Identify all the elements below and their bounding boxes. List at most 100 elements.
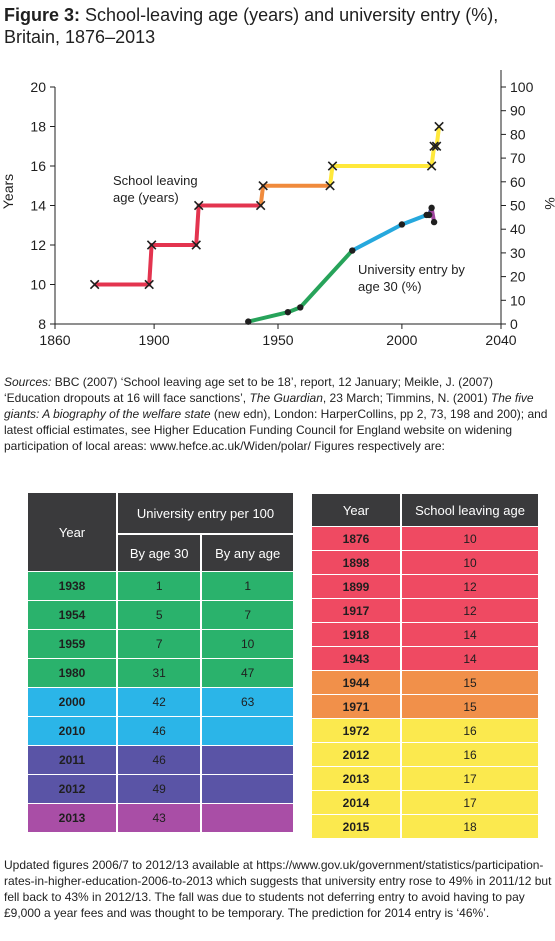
uni-cell-any: 1	[202, 571, 293, 600]
uni-cell-any: 10	[202, 629, 293, 658]
uni-cell-age30: 46	[118, 745, 203, 774]
sla-table-body: 1876 10 1898 10 1899 12 1917 12 1918 14 1943 14 1944…	[312, 526, 538, 838]
uni-cell-age30: 31	[118, 658, 203, 687]
left-tick-label: 14	[30, 198, 46, 214]
x-tick-label: 1860	[39, 332, 70, 348]
university-point	[245, 318, 252, 325]
table-row: 2014 17	[312, 790, 538, 814]
university-point	[425, 211, 433, 219]
table-row: 1954 5 7	[28, 600, 293, 629]
sla-cell-year: 1972	[312, 718, 402, 742]
school-line-segment	[328, 126, 442, 187]
university-point	[297, 304, 304, 311]
right-tick-label: 40	[510, 221, 526, 237]
table-row: 1876 10	[312, 526, 538, 550]
footnote: Updated figures 2006/7 to 2012/13 availa…	[4, 858, 552, 920]
uni-cell-any	[202, 803, 293, 832]
figure-title: Figure 3: School-leaving age (years) and…	[4, 4, 549, 48]
left-tick-label: 8	[38, 316, 46, 332]
school-point	[325, 180, 335, 191]
uni-cell-age30: 1	[118, 571, 203, 600]
sla-cell-age: 15	[402, 694, 538, 718]
table-row: 2012 49	[28, 774, 293, 803]
university-line-segment	[351, 213, 428, 253]
university-point	[430, 218, 438, 226]
uni-col-age30: By age 30	[118, 535, 203, 571]
right-tick-label: 100	[510, 79, 534, 95]
school-point	[426, 161, 437, 171]
uni-col-year: Year	[28, 493, 118, 571]
sla-cell-age: 12	[402, 598, 538, 622]
sources-text-2: , 23 March; Timmins, N. (2001)	[322, 391, 491, 405]
uni-cell-age30: 46	[118, 716, 203, 745]
x-tick-label: 2040	[485, 332, 516, 348]
uni-cell-age30: 42	[118, 687, 203, 716]
sla-cell-year: 1944	[312, 670, 402, 694]
uni-cell-any: 47	[202, 658, 293, 687]
sla-cell-year: 2014	[312, 790, 402, 814]
school-line-segment	[258, 183, 330, 206]
table-row: 1972 16	[312, 718, 538, 742]
line-chart: 8 10 12 14 16 18 20 0 10 20 30 40 50 60 70 80 90 100 1860 1…	[0, 70, 555, 348]
uni-cell-year: 2000	[28, 687, 118, 716]
right-tick-label: 10	[510, 292, 526, 308]
sla-cell-age: 10	[402, 550, 538, 574]
right-tick-label: 20	[510, 269, 526, 285]
left-tick-label: 20	[30, 79, 46, 95]
left-axis-label: Years	[0, 174, 16, 209]
right-tick-label: 90	[510, 103, 526, 119]
uni-cell-year: 2010	[28, 716, 118, 745]
sla-cell-age: 14	[402, 622, 538, 646]
table-row: 2013 43	[28, 803, 293, 832]
sla-cell-year: 2012	[312, 742, 402, 766]
school-point	[146, 240, 157, 250]
sla-cell-age: 16	[402, 718, 538, 742]
table-row: 1944 15	[312, 670, 538, 694]
sla-col-age: School leaving age	[402, 494, 538, 526]
sla-cell-year: 1943	[312, 646, 402, 670]
right-tick-label: 60	[510, 174, 526, 190]
sla-cell-year: 1918	[312, 622, 402, 646]
right-tick-label: 70	[510, 150, 526, 166]
school-point	[429, 141, 439, 152]
uni-cell-age30: 5	[118, 600, 203, 629]
uni-cell-age30: 43	[118, 803, 203, 832]
school-annotation: School leaving	[113, 173, 198, 188]
university-annotation-line2: age 30 (%)	[358, 279, 422, 294]
school-point	[89, 279, 100, 290]
university-point	[349, 247, 356, 254]
sources-text-1: BBC (2007) ‘School leaving age set to be…	[4, 375, 493, 405]
uni-cell-year: 2012	[28, 774, 118, 803]
table-row: 2012 16	[312, 742, 538, 766]
table-row: 1943 14	[312, 646, 538, 670]
university-line-segment	[247, 249, 354, 324]
university-point	[284, 308, 292, 316]
x-tick-label: 1900	[139, 332, 170, 348]
left-tick-label: 16	[30, 158, 46, 174]
right-tick-label: 0	[510, 316, 518, 332]
sla-cell-age: 18	[402, 814, 538, 838]
sla-cell-age: 17	[402, 790, 538, 814]
right-tick-label: 50	[510, 198, 526, 214]
table-row: 2010 46	[28, 716, 293, 745]
sla-cell-age: 16	[402, 742, 538, 766]
sla-cell-year: 1898	[312, 550, 402, 574]
university-annotation: University entry by	[358, 262, 465, 277]
sla-cell-age: 14	[402, 646, 538, 670]
uni-cell-year: 2011	[28, 745, 118, 774]
right-tick-label: 30	[510, 245, 526, 261]
sla-cell-year: 2015	[312, 814, 402, 838]
school-point	[434, 121, 444, 132]
right-tick-label: 80	[510, 126, 526, 142]
school-point	[144, 279, 154, 290]
sla-cell-age: 12	[402, 574, 538, 598]
table-row: 1971 15	[312, 694, 538, 718]
uni-cell-year: 1938	[28, 571, 118, 600]
table-row: 1980 31 47	[28, 658, 293, 687]
university-entry-table: Year University entry per 100 By age 30 …	[28, 493, 293, 832]
university-point	[428, 204, 435, 212]
uni-cell-any	[202, 745, 293, 774]
school-point	[431, 141, 442, 152]
table-row: 2000 42 63	[28, 687, 293, 716]
table-row: 1959 7 10	[28, 629, 293, 658]
